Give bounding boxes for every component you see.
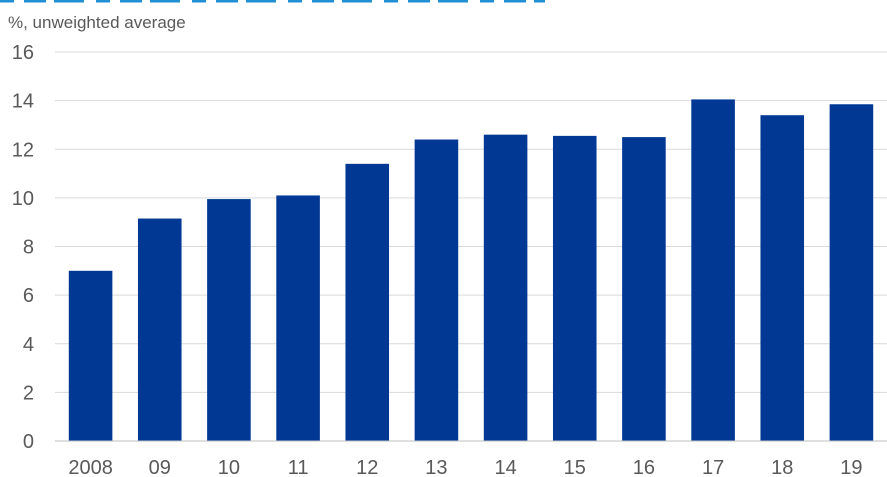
x-tick-label: 13	[425, 457, 447, 477]
bar-09	[137, 218, 182, 441]
x-tick-label: 18	[771, 457, 793, 477]
x-tick-label: 2008	[68, 457, 113, 477]
y-tick-label: 14	[12, 91, 34, 113]
y-tick-label: 10	[12, 188, 34, 210]
bar-16	[622, 137, 666, 441]
y-tick-label: 12	[12, 139, 34, 161]
y-tick-label: 8	[23, 237, 34, 259]
y-axis-ticks: 0 2 4 6 8 10 12 14 16	[12, 42, 34, 453]
unit-label: %, unweighted average	[8, 13, 186, 32]
bar-15	[552, 135, 597, 442]
bar-13	[414, 139, 459, 441]
y-tick-label: 6	[23, 285, 34, 307]
y-tick-label: 2	[23, 382, 34, 404]
bar-2008	[68, 270, 113, 441]
bar-12	[345, 163, 390, 441]
x-tick-label: 12	[356, 457, 378, 477]
x-tick-label: 17	[702, 457, 724, 477]
bar-14	[483, 134, 528, 441]
x-tick-label: 09	[149, 457, 171, 477]
bar-10	[207, 199, 251, 441]
x-axis-ticks: 2008 09 10 11 12 13 14 15 16 17 18 19	[68, 457, 862, 477]
x-tick-label: 16	[633, 457, 655, 477]
x-tick-label: 14	[494, 457, 516, 477]
x-tick-label: 10	[218, 457, 240, 477]
bars	[68, 99, 874, 442]
y-tick-label: 4	[23, 334, 34, 356]
y-tick-label: 16	[12, 42, 34, 64]
gridlines	[55, 51, 887, 393]
y-tick-label: 0	[23, 431, 34, 453]
bar-11	[276, 195, 320, 441]
bar-18	[760, 115, 805, 442]
x-tick-label: 19	[840, 457, 862, 477]
bar-19	[829, 104, 874, 441]
x-tick-label: 15	[564, 457, 586, 477]
x-tick-label: 11	[288, 457, 309, 477]
bar-17	[691, 99, 735, 442]
